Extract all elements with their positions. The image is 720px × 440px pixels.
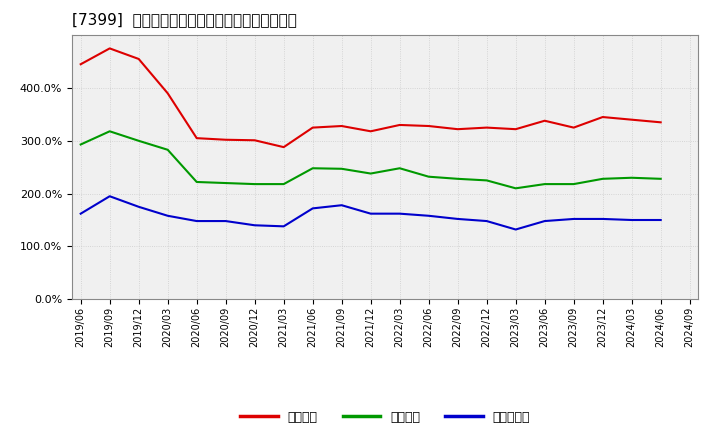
流動比率 (308, 125, 317, 130)
現預金比率 (338, 202, 346, 208)
当座比率 (163, 147, 172, 152)
流動比率 (657, 120, 665, 125)
流動比率 (251, 138, 259, 143)
流動比率 (105, 46, 114, 51)
現預金比率 (395, 211, 404, 216)
現預金比率 (424, 213, 433, 218)
当座比率 (338, 166, 346, 172)
現預金比率 (105, 194, 114, 199)
現預金比率 (511, 227, 520, 232)
現預金比率 (192, 218, 201, 224)
現預金比率 (657, 217, 665, 223)
現預金比率 (221, 218, 230, 224)
当座比率 (135, 138, 143, 143)
現預金比率 (454, 216, 462, 222)
現預金比率 (541, 218, 549, 224)
現預金比率 (366, 211, 375, 216)
Line: 流動比率: 流動比率 (81, 48, 661, 147)
当座比率 (76, 142, 85, 147)
流動比率 (338, 123, 346, 128)
当座比率 (105, 128, 114, 134)
現預金比率 (570, 216, 578, 222)
当座比率 (308, 165, 317, 171)
Line: 現預金比率: 現預金比率 (81, 196, 661, 230)
Legend: 流動比率, 当座比率, 現預金比率: 流動比率, 当座比率, 現預金比率 (235, 406, 535, 429)
流動比率 (76, 62, 85, 67)
当座比率 (454, 176, 462, 181)
当座比率 (251, 181, 259, 187)
流動比率 (279, 144, 288, 150)
当座比率 (627, 175, 636, 180)
当座比率 (192, 180, 201, 185)
当座比率 (395, 165, 404, 171)
流動比率 (598, 114, 607, 120)
当座比率 (570, 181, 578, 187)
当座比率 (424, 174, 433, 180)
流動比率 (135, 56, 143, 62)
当座比率 (221, 180, 230, 186)
流動比率 (192, 136, 201, 141)
当座比率 (598, 176, 607, 181)
Text: [7399]  流動比率、当座比率、現預金比率の推移: [7399] 流動比率、当座比率、現預金比率の推移 (72, 12, 297, 27)
現預金比率 (135, 204, 143, 209)
当座比率 (279, 181, 288, 187)
流動比率 (221, 137, 230, 143)
流動比率 (454, 127, 462, 132)
流動比率 (366, 128, 375, 134)
現預金比率 (76, 211, 85, 216)
当座比率 (511, 186, 520, 191)
現預金比率 (598, 216, 607, 222)
Line: 当座比率: 当座比率 (81, 131, 661, 188)
現預金比率 (251, 223, 259, 228)
当座比率 (541, 181, 549, 187)
当座比率 (657, 176, 665, 181)
当座比率 (482, 178, 491, 183)
現預金比率 (279, 224, 288, 229)
流動比率 (395, 122, 404, 128)
現預金比率 (482, 218, 491, 224)
現預金比率 (308, 206, 317, 211)
流動比率 (511, 127, 520, 132)
流動比率 (482, 125, 491, 130)
流動比率 (424, 123, 433, 128)
流動比率 (627, 117, 636, 122)
流動比率 (163, 91, 172, 96)
流動比率 (541, 118, 549, 123)
現預金比率 (163, 213, 172, 218)
流動比率 (570, 125, 578, 130)
現預金比率 (627, 217, 636, 223)
当座比率 (366, 171, 375, 176)
